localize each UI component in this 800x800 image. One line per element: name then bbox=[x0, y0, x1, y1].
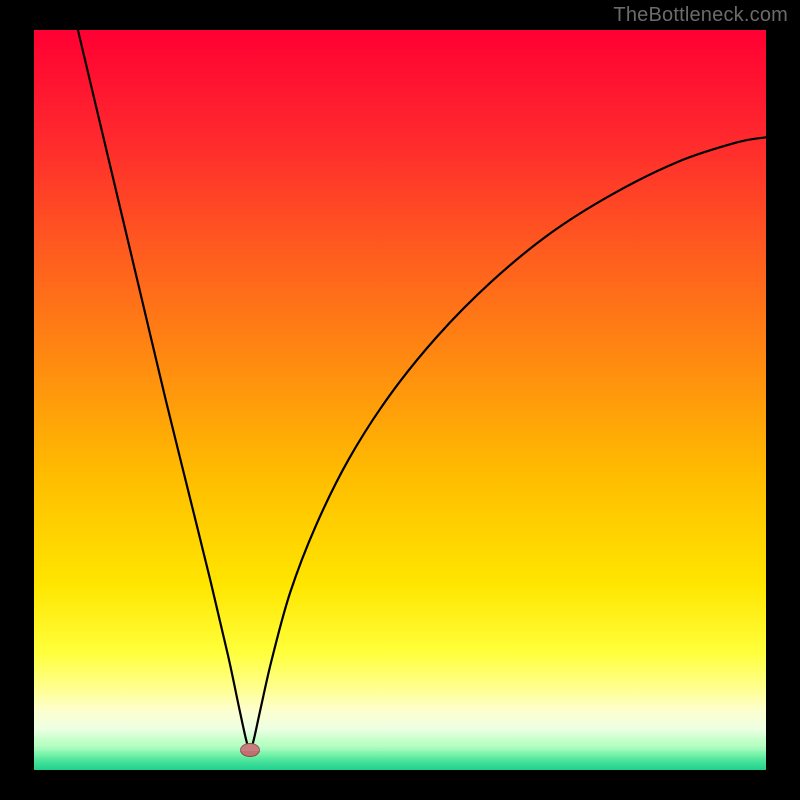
figure-root: TheBottleneck.com bbox=[0, 0, 800, 800]
bottleneck-curve bbox=[34, 30, 766, 770]
watermark-text: TheBottleneck.com bbox=[613, 4, 788, 27]
plot-area bbox=[34, 30, 766, 770]
curve-path bbox=[78, 30, 766, 750]
highlight-band bbox=[34, 744, 766, 751]
